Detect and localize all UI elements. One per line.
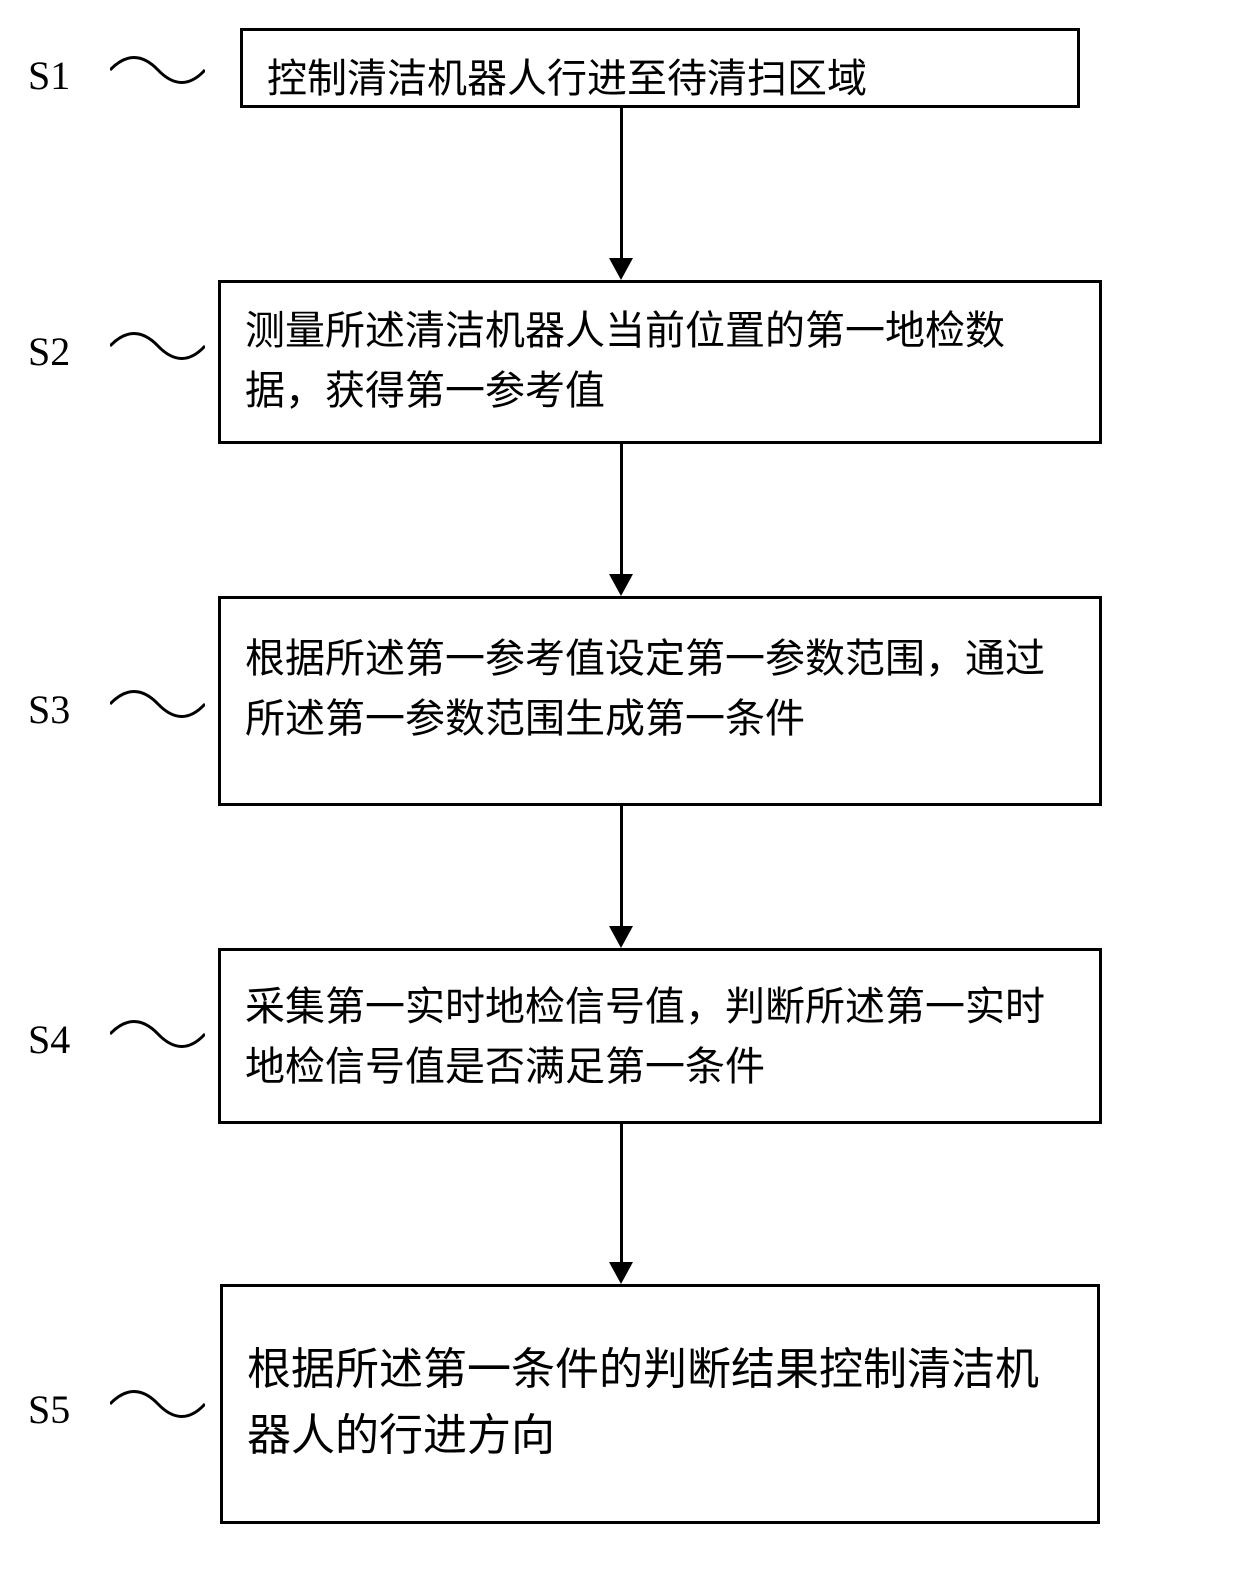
arrow-line-3 — [620, 806, 623, 926]
step-text-s3: 根据所述第一参考值设定第一参数范围，通过所述第一参数范围生成第一条件 — [245, 629, 1075, 749]
wave-connector-s2 — [110, 326, 205, 366]
wave-connector-s4 — [110, 1014, 205, 1054]
step-box-s3: 根据所述第一参考值设定第一参数范围，通过所述第一参数范围生成第一条件 — [218, 596, 1102, 806]
arrow-head-2 — [609, 574, 633, 596]
wave-connector-s3 — [110, 684, 205, 724]
step-text-s1: 控制清洁机器人行进至待清扫区域 — [267, 49, 867, 109]
arrow-head-1 — [609, 258, 633, 280]
step-label-s3: S3 — [28, 686, 70, 733]
step-label-s5: S5 — [28, 1386, 70, 1433]
wave-connector-s5 — [110, 1384, 205, 1424]
arrow-head-4 — [609, 1262, 633, 1284]
step-box-s5: 根据所述第一条件的判断结果控制清洁机器人的行进方向 — [220, 1284, 1100, 1524]
step-text-s2: 测量所述清洁机器人当前位置的第一地检数据，获得第一参考值 — [245, 301, 1075, 421]
arrow-line-2 — [620, 444, 623, 574]
step-text-s5: 根据所述第一条件的判断结果控制清洁机器人的行进方向 — [247, 1337, 1073, 1469]
arrow-line-1 — [620, 108, 623, 258]
arrow-line-4 — [620, 1124, 623, 1262]
step-label-s1: S1 — [28, 52, 70, 99]
step-text-s4: 采集第一实时地检信号值，判断所述第一实时地检信号值是否满足第一条件 — [245, 977, 1075, 1097]
step-box-s2: 测量所述清洁机器人当前位置的第一地检数据，获得第一参考值 — [218, 280, 1102, 444]
step-box-s1: 控制清洁机器人行进至待清扫区域 — [240, 28, 1080, 108]
step-label-s4: S4 — [28, 1016, 70, 1063]
step-box-s4: 采集第一实时地检信号值，判断所述第一实时地检信号值是否满足第一条件 — [218, 948, 1102, 1124]
arrow-head-3 — [609, 926, 633, 948]
flowchart-container: S1 控制清洁机器人行进至待清扫区域 S2 测量所述清洁机器人当前位置的第一地检… — [0, 0, 1240, 1576]
step-label-s2: S2 — [28, 328, 70, 375]
wave-connector-s1 — [110, 50, 205, 90]
